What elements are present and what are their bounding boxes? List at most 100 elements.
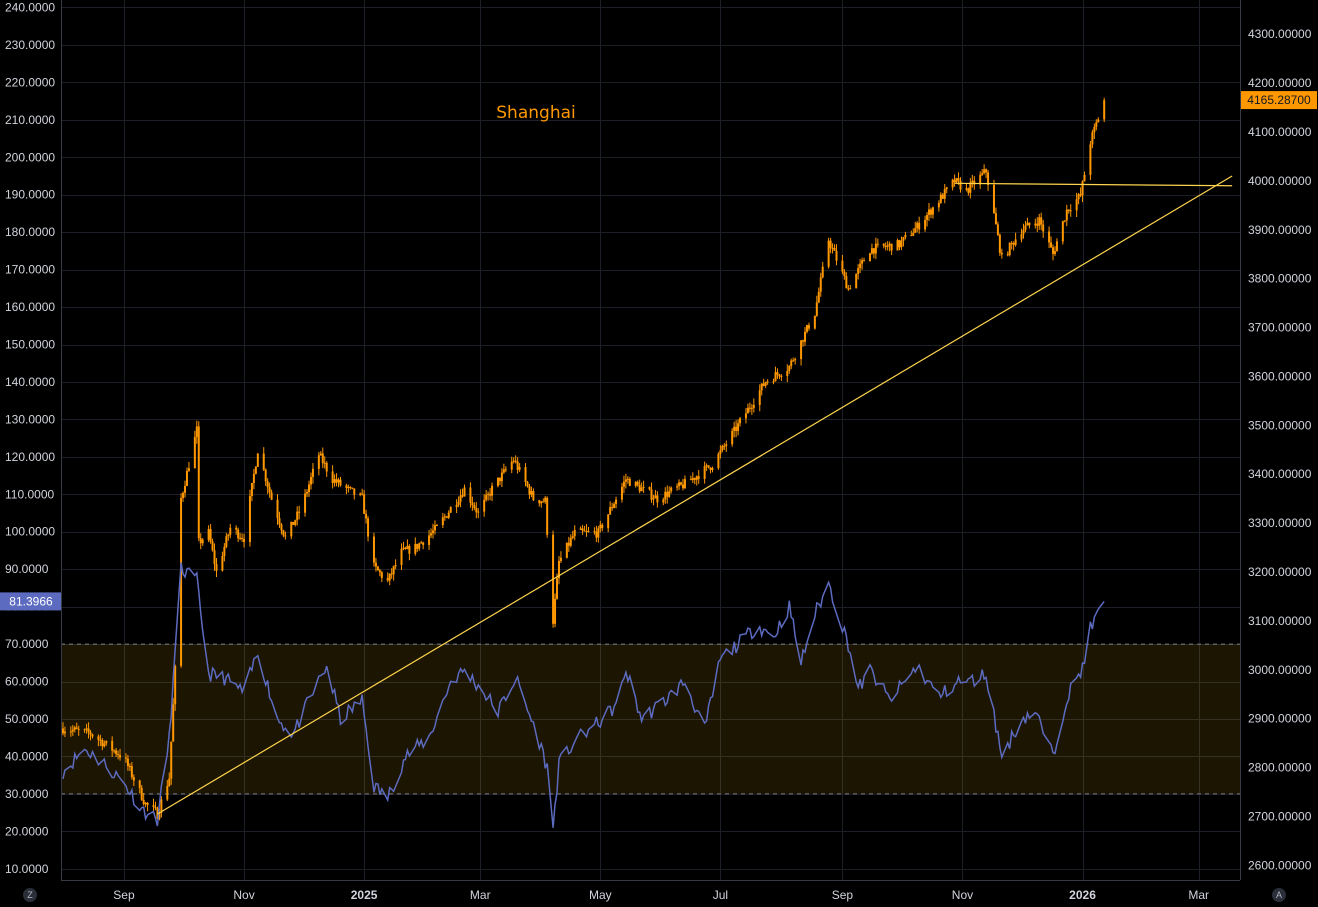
candle-body bbox=[473, 505, 476, 509]
candle-body bbox=[73, 727, 76, 730]
candle-body bbox=[969, 182, 972, 193]
candle-body bbox=[620, 486, 623, 500]
candle-body bbox=[725, 444, 728, 446]
candle-body bbox=[807, 325, 810, 329]
candle-body bbox=[115, 750, 118, 755]
left-axis-tick-label: 200.0000 bbox=[5, 150, 55, 164]
candle-body bbox=[477, 511, 480, 513]
candle-body bbox=[723, 445, 726, 447]
candle-body bbox=[939, 194, 942, 203]
candle-body bbox=[457, 501, 460, 505]
candle-body bbox=[983, 169, 986, 174]
candle-body bbox=[345, 485, 348, 489]
candle-body bbox=[280, 524, 283, 531]
candle-body bbox=[786, 370, 789, 377]
candle-body bbox=[896, 240, 899, 251]
candle-body bbox=[1069, 210, 1072, 212]
candle-body bbox=[77, 728, 80, 730]
candle-body bbox=[538, 500, 541, 504]
candle-body bbox=[868, 253, 871, 262]
candle-body bbox=[248, 496, 251, 542]
candle-body bbox=[378, 570, 381, 573]
right-axis-tick-label: 4100.00000 bbox=[1248, 125, 1312, 139]
candle-body bbox=[392, 566, 395, 575]
left-axis-tick-label: 60.0000 bbox=[5, 675, 49, 689]
left-axis-tick-label: 240.0000 bbox=[5, 0, 55, 14]
candle-body bbox=[1012, 243, 1015, 245]
candle-body bbox=[225, 536, 228, 547]
candle-body bbox=[142, 799, 145, 805]
candle-body bbox=[502, 469, 505, 473]
candle-body bbox=[654, 495, 657, 499]
candle-body bbox=[849, 288, 852, 290]
right-axis-tick-label: 4200.00000 bbox=[1248, 76, 1312, 90]
candle-body bbox=[994, 213, 997, 225]
time-axis[interactable]: Sep Nov 2025 Mar May Jul Sep Nov 2026 Mar bbox=[113, 888, 1209, 902]
candle-body bbox=[752, 404, 755, 408]
candle-body bbox=[321, 453, 324, 464]
candle-body bbox=[418, 543, 421, 549]
candle-body bbox=[1014, 239, 1017, 245]
candle-body bbox=[634, 481, 637, 486]
candle-body bbox=[872, 248, 875, 254]
candle-body bbox=[61, 728, 64, 734]
candle-body bbox=[794, 359, 797, 361]
candle-body bbox=[638, 484, 641, 492]
candle-body bbox=[957, 178, 960, 181]
candle-body bbox=[1028, 222, 1031, 226]
candle-body bbox=[1006, 254, 1009, 256]
candle-body bbox=[278, 518, 281, 525]
candle-body bbox=[599, 524, 602, 529]
candle-body bbox=[581, 528, 584, 531]
right-axis-tick-label: 2900.00000 bbox=[1248, 712, 1312, 726]
candle-body bbox=[1000, 252, 1003, 255]
candle-body bbox=[973, 180, 976, 185]
candle-body bbox=[1034, 223, 1037, 226]
candle-body bbox=[528, 486, 531, 495]
scale-toggle-z-button[interactable]: Z bbox=[23, 888, 37, 902]
auto-scale-button[interactable]: A bbox=[1272, 888, 1286, 902]
candle-body bbox=[63, 731, 66, 734]
candle-body bbox=[532, 491, 535, 501]
candle-body bbox=[99, 739, 102, 741]
candle-body bbox=[185, 470, 188, 486]
candle-body bbox=[1022, 229, 1025, 235]
candle-body bbox=[1026, 222, 1029, 226]
candle-body bbox=[182, 492, 185, 499]
chart-title: Shanghai bbox=[496, 103, 575, 123]
candle-body bbox=[365, 513, 368, 519]
candle-body bbox=[648, 486, 651, 490]
right-price-axis[interactable]: 4300.00000 4200.00000 4100.00000 4000.00000… bbox=[1248, 27, 1312, 872]
candle-body bbox=[1010, 242, 1013, 244]
candle-body bbox=[680, 482, 683, 485]
left-axis-tick-label: 230.0000 bbox=[5, 38, 55, 52]
candle-body bbox=[296, 511, 299, 521]
candle-body bbox=[363, 494, 366, 514]
candle-body bbox=[455, 504, 458, 508]
candle-body bbox=[333, 479, 336, 483]
resistance-trendline[interactable] bbox=[954, 182, 1233, 187]
left-axis-tick-label: 180.0000 bbox=[5, 225, 55, 239]
time-axis-label: Sep bbox=[113, 888, 135, 902]
candle-body bbox=[158, 812, 161, 819]
candle-body bbox=[443, 516, 446, 518]
left-axis-tick-label: 110.0000 bbox=[5, 487, 54, 501]
candle-body bbox=[526, 482, 529, 487]
time-axis-label: 2026 bbox=[1069, 888, 1096, 902]
candle-body bbox=[512, 460, 515, 462]
candle-body bbox=[565, 542, 568, 558]
candle-body bbox=[678, 482, 681, 487]
candle-body bbox=[540, 501, 543, 504]
left-price-axis[interactable]: 240.0000 230.0000 220.0000 210.0000 200.0000… bbox=[5, 0, 55, 875]
candle-body bbox=[945, 187, 948, 190]
candle-body bbox=[85, 728, 88, 730]
right-axis-tick-label: 3300.00000 bbox=[1248, 516, 1312, 530]
rising-trendline[interactable] bbox=[157, 175, 1233, 815]
candle-body bbox=[241, 537, 244, 539]
candle-body bbox=[987, 172, 990, 185]
candle-body bbox=[193, 436, 196, 469]
right-axis-tick-label: 3200.00000 bbox=[1248, 565, 1312, 579]
candle-body bbox=[955, 178, 958, 183]
candle-body bbox=[971, 180, 974, 183]
